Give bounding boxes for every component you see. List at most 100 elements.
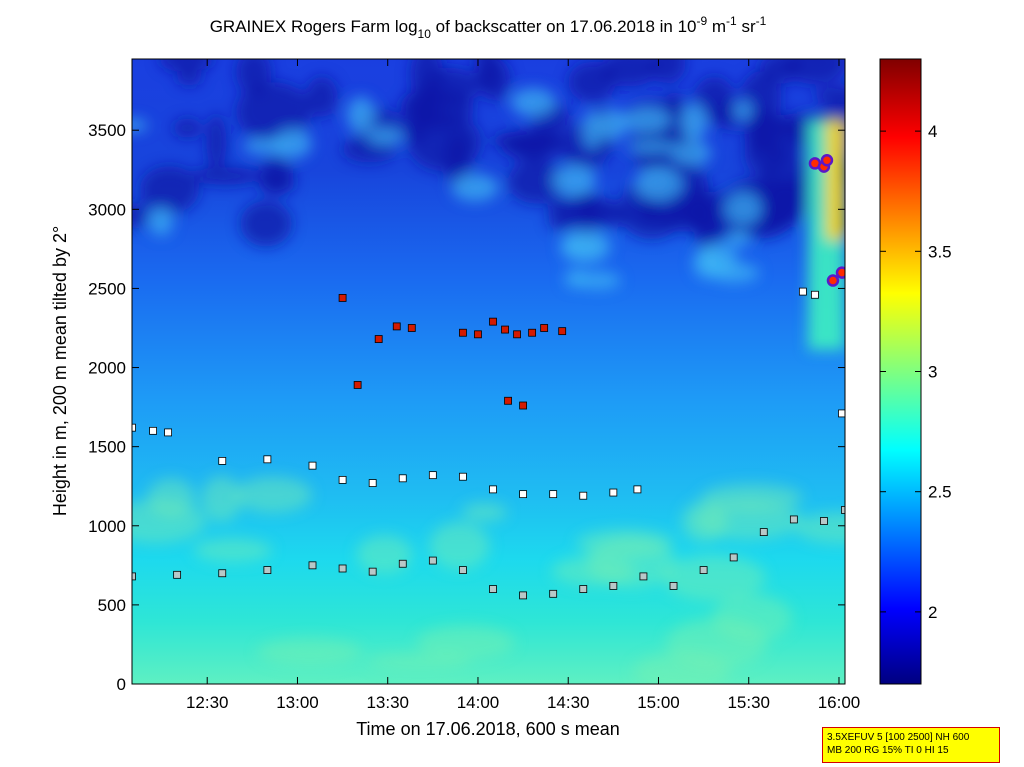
x-tick-label: 15:30: [727, 693, 770, 712]
processing-info-box: 3.5XEFUV 5 [100 2500] NH 600 MB 200 RG 1…: [822, 727, 1000, 763]
texture-light-blob: [708, 263, 760, 283]
plot-area: [132, 59, 845, 684]
red-square-marker: [459, 328, 467, 337]
gray-square-marker: [132, 572, 136, 581]
white-square-marker: [798, 287, 807, 296]
gray-square-marker: [173, 570, 182, 579]
white-square-marker: [838, 409, 845, 418]
texture-dark-blob: [814, 85, 845, 108]
y-axis-ticks: 0 500 1000 1500 2000 2500 3000 3500: [88, 121, 845, 694]
texture-dark-blob: [306, 76, 338, 118]
purple-circle-marker: [826, 274, 840, 287]
x-axis-ticks: 12:30 13:00 13:30 14:00 14:30 15:00 15:30 16:00: [186, 59, 860, 712]
x-tick-label: 16:00: [818, 693, 861, 712]
red-square-marker: [558, 327, 567, 336]
texture-light-blob: [733, 100, 753, 120]
texture-dark-blob: [139, 166, 199, 214]
gray-square-marker: [759, 528, 768, 537]
texture-dark-blob: [206, 114, 227, 171]
texture-light-blob: [573, 271, 621, 290]
purple-circle-marker: [835, 266, 845, 279]
white-square-marker: [519, 490, 527, 499]
texture-light-blob: [562, 238, 601, 254]
texture-dark-blob: [490, 131, 567, 151]
white-square-marker: [263, 455, 272, 464]
texture-dark-blob: [784, 59, 845, 85]
gray-square-marker: [609, 581, 618, 590]
texture-light-blob: [510, 87, 556, 117]
y-tick-label: 1000: [88, 517, 126, 536]
red-square-marker: [501, 325, 509, 334]
colorbar-tick-label: 3.5: [928, 242, 952, 261]
title-exp2: -1: [726, 14, 737, 28]
title-unit2: sr: [737, 17, 756, 36]
texture-light-blob: [670, 141, 712, 166]
info-line-2: MB 200 RG 15% TI 0 HI 15: [827, 745, 949, 756]
texture-surface-blob: [576, 529, 674, 558]
texture-edge-hot: [826, 120, 845, 240]
chart-title: GRAINEX Rogers Farm log10 of backscatter…: [210, 14, 767, 41]
texture-light-blob: [679, 103, 708, 142]
white-square-marker: [338, 475, 347, 484]
x-tick-label: 14:30: [547, 693, 590, 712]
colorbar-ticks: 2 2.5 3 3.5 4: [880, 122, 952, 622]
gray-square-marker: [729, 553, 738, 562]
red-square-marker: [353, 381, 362, 389]
red-square-marker: [519, 401, 527, 410]
white-square-marker: [398, 474, 407, 483]
texture-surface-blob: [429, 521, 490, 570]
gray-square-marker: [549, 589, 558, 598]
texture-dark-blob: [176, 69, 202, 86]
gray-square-marker: [308, 561, 317, 570]
white-square-marker: [459, 472, 467, 481]
texture-dark-blob: [259, 155, 293, 192]
y-tick-label: 0: [117, 675, 126, 694]
red-square-marker: [374, 335, 383, 343]
texture-dark-blob: [507, 159, 566, 204]
texture-light-blob: [148, 207, 174, 236]
title-unit1: m: [707, 17, 726, 36]
texture-surface-blob: [461, 502, 508, 522]
texture-light-blob: [622, 106, 672, 133]
colorbar-tick-label: 4: [928, 122, 937, 141]
gray-square-marker: [338, 564, 347, 573]
x-tick-label: 12:30: [186, 693, 229, 712]
y-tick-label: 3000: [88, 200, 126, 219]
texture-dark-blob: [410, 59, 444, 103]
texture-light-blob: [366, 127, 404, 146]
gray-square-marker: [669, 581, 678, 590]
red-square-marker: [392, 322, 401, 331]
texture-light-blob: [346, 96, 376, 134]
texture-surface-blob: [794, 512, 845, 544]
white-square-marker: [428, 471, 437, 480]
texture-dark-blob: [190, 167, 261, 185]
white-square-marker: [609, 488, 618, 497]
texture-light-blob: [451, 173, 499, 202]
white-square-marker: [164, 428, 173, 437]
gray-square-marker: [841, 506, 845, 514]
white-square-marker: [489, 485, 497, 494]
x-axis-label: Time on 17.06.2018, 600 s mean: [356, 719, 620, 739]
y-tick-label: 3500: [88, 121, 126, 140]
texture-surface-blob: [694, 500, 802, 540]
texture-surface-blob: [193, 538, 273, 563]
gray-square-marker: [789, 515, 798, 524]
white-square-marker: [218, 456, 227, 465]
gray-square-marker: [368, 567, 377, 576]
colorbar: [879, 58, 922, 685]
red-square-marker: [540, 324, 549, 332]
plot-frame: [131, 58, 846, 685]
colorbar-tick-label: 2: [928, 603, 937, 622]
red-square-marker: [489, 317, 497, 326]
texture-dark-blob: [649, 59, 686, 84]
red-square-marker: [338, 294, 347, 302]
red-square-marker: [528, 328, 537, 337]
texture-dark-blob: [235, 59, 272, 95]
white-square-marker: [549, 490, 558, 499]
texture-dark-blob: [693, 196, 723, 254]
gray-square-marker: [459, 566, 467, 574]
gray-square-marker: [639, 572, 648, 581]
gray-square-marker: [428, 556, 437, 565]
texture-surface-blob: [666, 618, 767, 669]
colorbar-tick-label: 3: [928, 363, 937, 382]
